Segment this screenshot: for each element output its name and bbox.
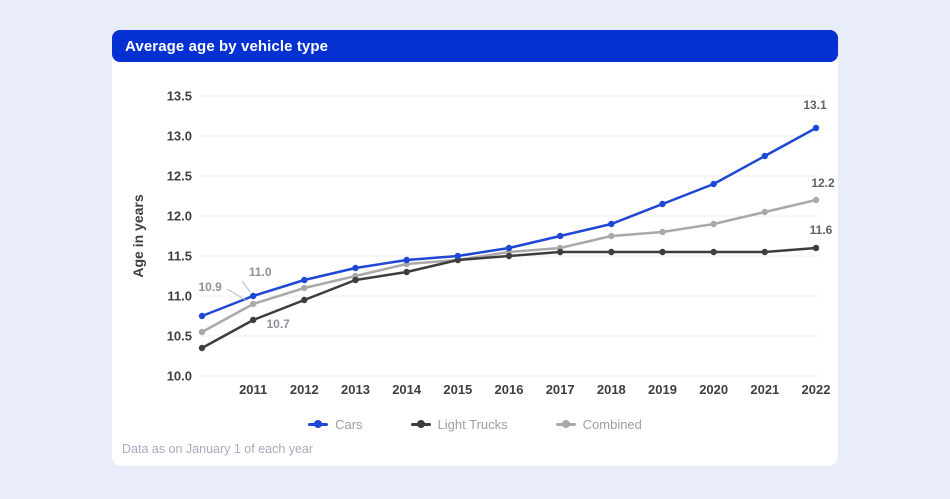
x-tick-label: 2022 xyxy=(802,382,831,397)
data-point-combined xyxy=(710,220,717,228)
x-tick-label: 2021 xyxy=(750,382,779,397)
x-tick-label: 2013 xyxy=(341,382,370,397)
x-tick-label: 2017 xyxy=(546,382,575,397)
legend-marker-cars xyxy=(308,420,329,428)
data-label: 11.0 xyxy=(249,265,272,279)
x-tick-label: 2011 xyxy=(239,382,267,397)
legend-dot-combined xyxy=(561,420,570,428)
data-point-light-trucks xyxy=(403,268,410,276)
x-tick-label: 2015 xyxy=(443,382,472,397)
data-point-light-trucks xyxy=(301,296,308,304)
data-point-cars xyxy=(301,276,308,284)
data-point-light-trucks xyxy=(198,344,206,352)
data-label: 10.7 xyxy=(266,317,290,331)
y-tick-label: 11.5 xyxy=(167,249,192,264)
legend-label-combined: Combined xyxy=(582,416,642,432)
data-point-combined xyxy=(761,208,769,216)
chart-card: Average age by vehicle type 10.0 10.5 11.0… xyxy=(112,30,838,466)
y-tick-label: 11.0 xyxy=(167,289,192,304)
data-point-cars xyxy=(454,252,462,260)
data-point-cars xyxy=(556,232,564,240)
data-point-combined xyxy=(659,228,666,236)
y-axis-title: Age in years xyxy=(130,194,146,277)
data-point-light-trucks xyxy=(505,252,513,260)
data-point-light-trucks xyxy=(761,248,769,256)
data-point-cars xyxy=(761,152,769,160)
x-tick-label: 2019 xyxy=(648,382,677,397)
chart-card-header: Average age by vehicle type xyxy=(112,30,838,62)
x-tick-label: 2018 xyxy=(597,382,626,397)
y-tick-label: 10.5 xyxy=(167,329,192,344)
data-label: 13.1 xyxy=(803,98,827,112)
data-point-light-trucks xyxy=(710,248,717,256)
annotation-leader xyxy=(226,288,248,302)
data-point-combined xyxy=(608,232,615,240)
data-point-light-trucks xyxy=(352,276,359,284)
data-point-light-trucks xyxy=(812,244,820,252)
series-line-combined xyxy=(200,198,818,334)
data-point-cars xyxy=(403,256,410,264)
data-point-combined xyxy=(249,300,257,308)
data-point-cars xyxy=(352,264,359,272)
data-point-light-trucks xyxy=(659,248,666,256)
legend-dot-cars xyxy=(314,420,323,428)
data-point-combined xyxy=(198,328,206,336)
x-tick-label: 2020 xyxy=(699,382,728,397)
data-point-cars xyxy=(710,180,717,188)
data-point-light-trucks xyxy=(608,248,615,256)
legend-label-cars: Cars xyxy=(335,416,363,432)
y-tick-label: 13.0 xyxy=(167,129,192,144)
legend-marker-combined xyxy=(555,420,576,428)
chart-legend: Cars Light Trucks Combined xyxy=(112,414,838,434)
x-tick-label: 2014 xyxy=(392,382,422,397)
x-tick-label: 2016 xyxy=(495,382,524,397)
line-chart: 10.0 10.5 11.0 11.5 12.0 12.5 13.0 13.5 Age in y… xyxy=(130,89,835,398)
legend-item-light-trucks: Light Trucks xyxy=(410,416,508,432)
y-tick-label: 10.0 xyxy=(167,369,192,384)
data-label: 11.6 xyxy=(810,223,833,237)
data-point-cars xyxy=(198,312,206,320)
data-point-cars xyxy=(505,244,513,252)
data-point-light-trucks xyxy=(249,316,257,324)
legend-marker-light-trucks xyxy=(410,420,431,428)
y-tick-label: 12.0 xyxy=(167,209,192,224)
data-point-cars xyxy=(608,220,615,228)
legend-label-light-trucks: Light Trucks xyxy=(437,416,508,432)
data-point-cars xyxy=(249,292,257,300)
chart-footnote: Data as on January 1 of each year xyxy=(122,442,314,456)
legend-dot-light-trucks xyxy=(416,420,425,428)
data-label: 12.2 xyxy=(811,176,835,190)
series-line-light-trucks xyxy=(200,246,818,350)
legend-item-combined: Combined xyxy=(555,416,642,432)
data-point-combined xyxy=(812,196,820,204)
chart-title: Average age by vehicle type xyxy=(125,37,329,55)
data-point-light-trucks xyxy=(556,248,564,256)
data-label: 10.9 xyxy=(198,280,222,294)
y-tick-label: 13.5 xyxy=(167,89,192,104)
x-tick-label: 2012 xyxy=(290,382,319,397)
data-point-cars xyxy=(659,200,666,208)
data-point-cars xyxy=(812,124,820,132)
y-tick-label: 12.5 xyxy=(167,169,192,184)
data-point-combined xyxy=(301,284,308,292)
annotation-leader xyxy=(241,280,251,293)
legend-item-cars: Cars xyxy=(308,416,363,432)
